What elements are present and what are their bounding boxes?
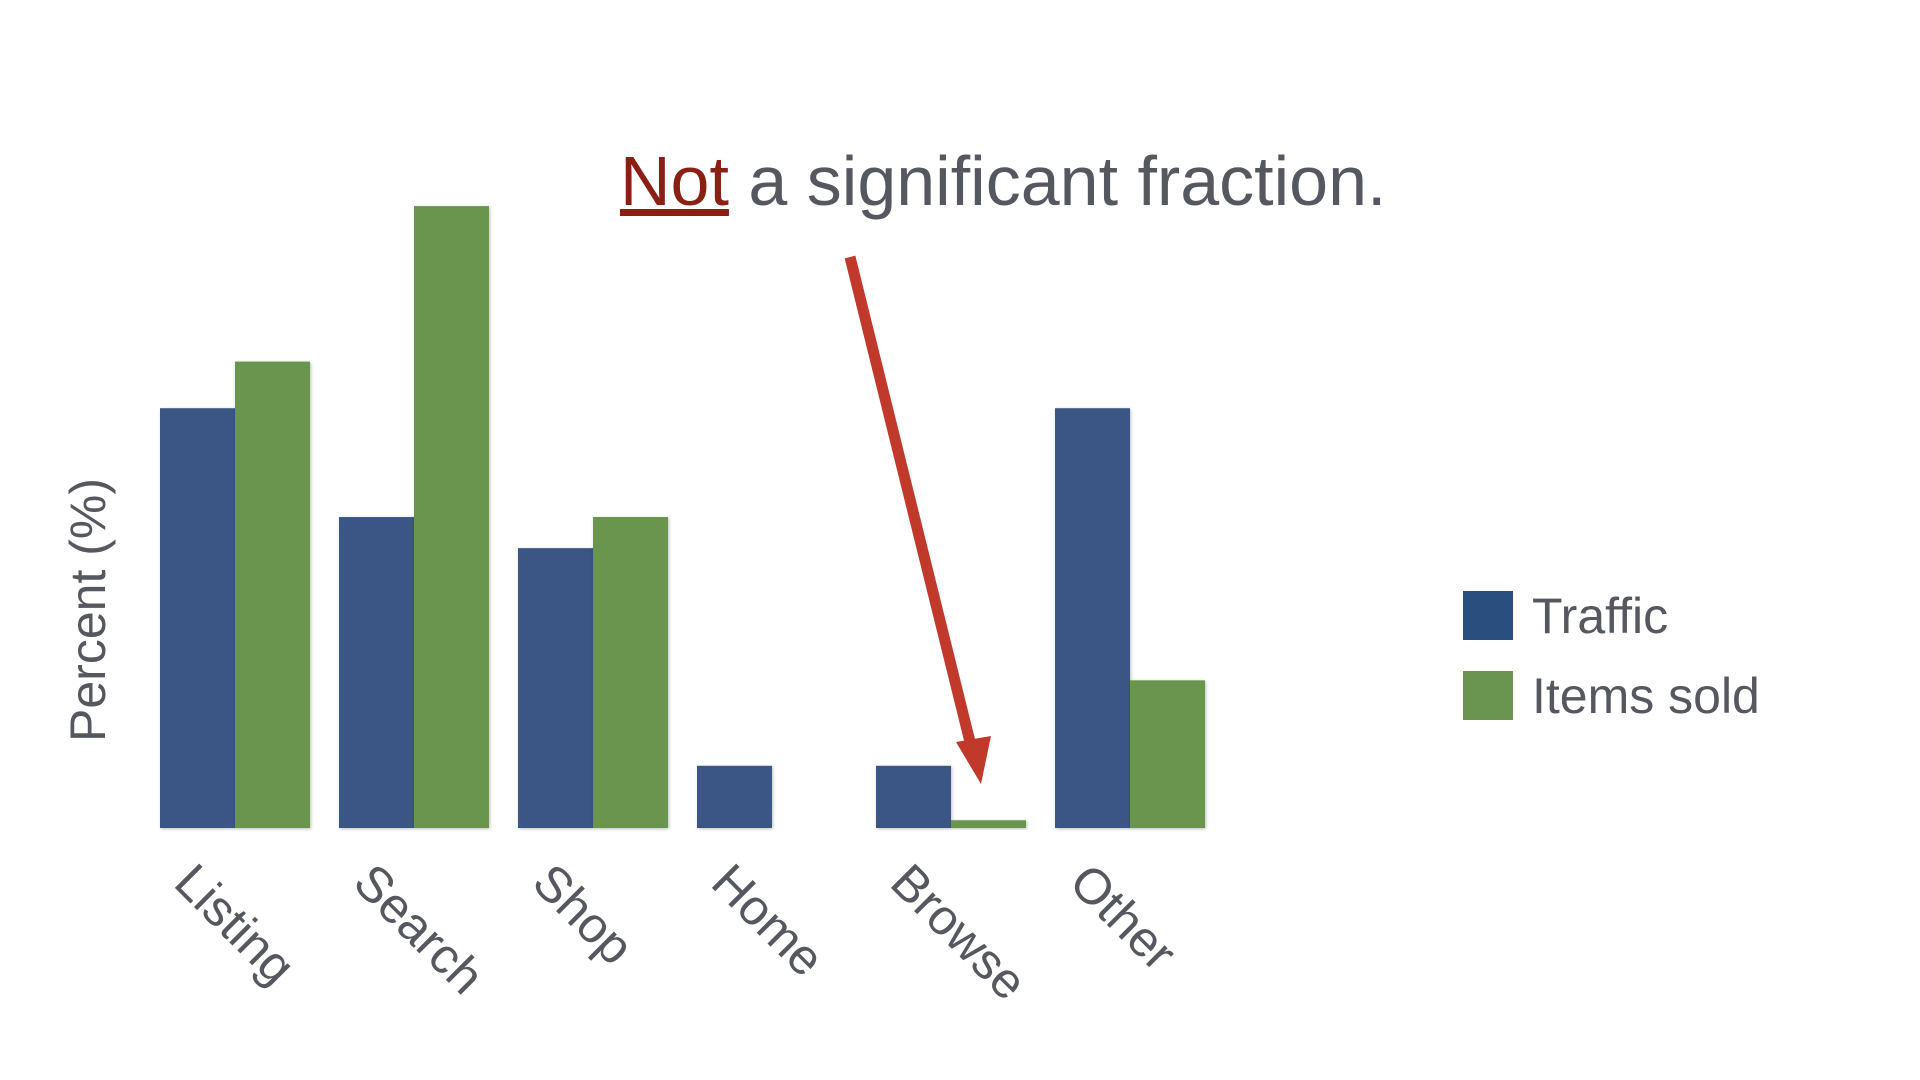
x-tick-label-browse: Browse <box>880 853 1037 1010</box>
bar-search-traffic <box>339 517 414 828</box>
annotation-rest: a significant fraction. <box>729 142 1387 220</box>
bar-home-traffic <box>697 765 772 828</box>
bar-listing-items-sold <box>235 361 310 828</box>
legend-label-items-sold: Items sold <box>1532 668 1760 724</box>
legend: Traffic Items sold <box>1463 588 1760 724</box>
bar-shop-items-sold <box>593 517 668 828</box>
arrow-shaft <box>844 255 978 752</box>
bar-shop-traffic <box>518 548 593 828</box>
legend-label-traffic: Traffic <box>1532 588 1668 644</box>
bar-search-items-sold <box>414 206 489 829</box>
x-tick-labels: Listing Search Shop Home Browse Other <box>164 853 1187 1010</box>
bar-browse-items-sold <box>951 820 1026 828</box>
arrow-head <box>956 736 991 784</box>
legend-swatch-traffic <box>1463 591 1513 640</box>
annotation-arrow <box>844 255 991 784</box>
x-tick-label-listing: Listing <box>164 853 306 995</box>
x-tick-label-home: Home <box>701 853 835 987</box>
bars-group <box>160 206 1205 829</box>
legend-swatch-items-sold <box>1463 671 1513 720</box>
annotation-text: Not a significant fraction. <box>620 142 1387 220</box>
x-tick-label-shop: Shop <box>522 853 644 975</box>
y-axis-label: Percent (%) <box>60 478 116 742</box>
x-tick-label-search: Search <box>343 853 495 1005</box>
bar-listing-traffic <box>160 408 235 828</box>
bar-browse-traffic <box>876 765 951 828</box>
annotation-emphasis: Not <box>620 142 729 220</box>
bar-other-traffic <box>1055 408 1130 828</box>
x-tick-label-other: Other <box>1059 853 1187 981</box>
bar-other-items-sold <box>1130 680 1205 828</box>
